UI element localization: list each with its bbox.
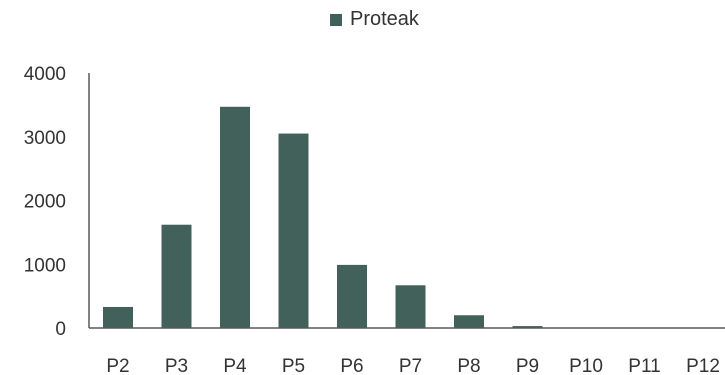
y-tick-label: 4000 (24, 64, 66, 85)
legend: Proteak (330, 8, 419, 31)
bar-p5 (278, 133, 309, 328)
bar-p3 (161, 224, 192, 328)
x-tick-label: P5 (282, 356, 305, 375)
bar-p6 (337, 264, 367, 328)
y-tick-label: 2000 (24, 192, 66, 213)
bar-p8 (454, 315, 484, 328)
bars (103, 106, 718, 328)
x-tick-label: P9 (516, 356, 539, 375)
bar-p2 (103, 306, 133, 328)
x-tick-label: P8 (457, 356, 480, 375)
legend-label: Proteak (350, 8, 419, 30)
x-axis-ticks: P2 P3 P4 P5 P6 P7 P8 P9 P10 P11 P12 (106, 356, 720, 375)
x-tick-label: P3 (165, 356, 188, 375)
x-tick-label: P10 (569, 356, 603, 375)
y-axis-ticks: 0 1000 2000 3000 4000 (24, 64, 66, 340)
x-tick-label: P12 (686, 356, 720, 375)
y-tick-label: 3000 (24, 128, 66, 149)
x-tick-label: P2 (106, 356, 129, 375)
bar-p4 (220, 106, 250, 328)
bar-p7 (395, 285, 426, 328)
legend-swatch (330, 13, 342, 26)
x-tick-label: P4 (223, 356, 247, 375)
bar-p9 (512, 326, 543, 328)
x-tick-label: P11 (628, 356, 660, 375)
x-tick-label: P6 (340, 356, 363, 375)
x-tick-label: P7 (399, 356, 422, 375)
y-tick-label: 0 (55, 319, 66, 340)
y-tick-label: 1000 (24, 255, 66, 276)
